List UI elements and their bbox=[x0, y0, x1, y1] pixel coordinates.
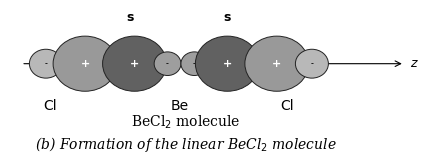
Text: -: - bbox=[166, 61, 169, 67]
Text: -: - bbox=[44, 61, 47, 67]
Ellipse shape bbox=[53, 36, 117, 91]
Ellipse shape bbox=[29, 49, 62, 78]
Text: Cl: Cl bbox=[43, 99, 57, 113]
Text: +: + bbox=[223, 59, 232, 69]
Text: s: s bbox=[224, 11, 231, 24]
Ellipse shape bbox=[295, 49, 328, 78]
Text: s: s bbox=[127, 11, 134, 24]
Text: -: - bbox=[311, 61, 314, 67]
Ellipse shape bbox=[103, 36, 167, 91]
Ellipse shape bbox=[196, 36, 259, 91]
Text: Cl: Cl bbox=[280, 99, 294, 113]
Text: $z$: $z$ bbox=[410, 57, 419, 70]
Ellipse shape bbox=[181, 52, 208, 75]
Text: +: + bbox=[272, 59, 282, 69]
Text: +: + bbox=[130, 59, 139, 69]
Ellipse shape bbox=[245, 36, 309, 91]
Text: BeCl$_2$ molecule: BeCl$_2$ molecule bbox=[131, 113, 241, 131]
Text: (b) Formation of the linear BeCl$_2$ molecule: (b) Formation of the linear BeCl$_2$ mol… bbox=[35, 135, 337, 154]
Text: Be: Be bbox=[171, 99, 189, 113]
Text: +: + bbox=[81, 59, 90, 69]
Ellipse shape bbox=[154, 52, 181, 75]
Text: -: - bbox=[193, 61, 196, 67]
